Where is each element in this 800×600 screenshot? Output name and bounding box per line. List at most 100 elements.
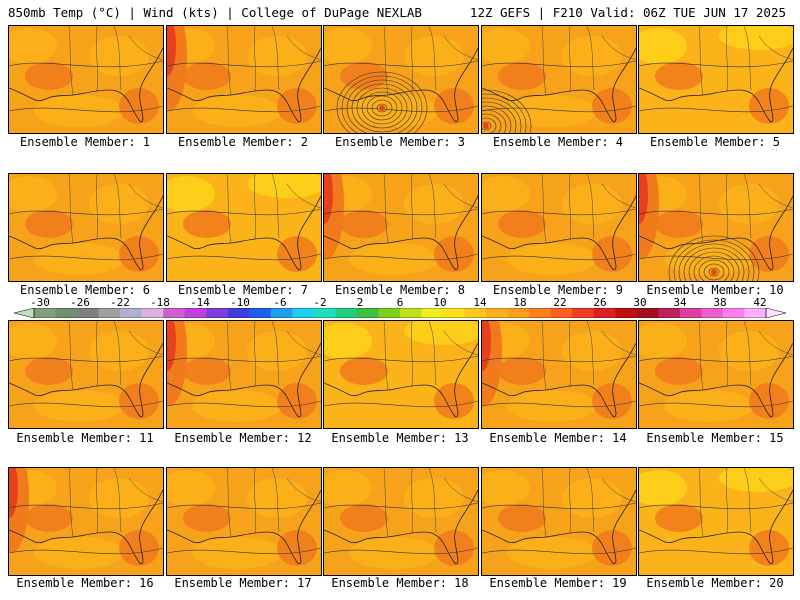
ensemble-member-label: Ensemble Member: 7 bbox=[177, 283, 309, 297]
colorbar-swatch bbox=[98, 308, 121, 318]
ensemble-map-panel bbox=[323, 467, 479, 576]
colorbar-tick-label: -22 bbox=[110, 296, 130, 309]
temperature-map bbox=[324, 174, 478, 281]
colorbar-tick-label: -30 bbox=[30, 296, 50, 309]
colorbar-tick-label: 42 bbox=[753, 296, 767, 309]
ensemble-member-label: Ensemble Member: 4 bbox=[492, 135, 624, 149]
colorbar-swatch bbox=[335, 308, 358, 318]
colorbar-swatch bbox=[443, 308, 466, 318]
temperature-map bbox=[167, 321, 321, 428]
temperature-map bbox=[9, 468, 163, 575]
temperature-map bbox=[324, 468, 478, 575]
temperature-map bbox=[639, 468, 793, 575]
ensemble-map-panel bbox=[8, 320, 164, 429]
colorbar-swatch bbox=[34, 308, 57, 318]
ensemble-member-label: Ensemble Member: 3 bbox=[334, 135, 466, 149]
colorbar-right-arrow bbox=[765, 308, 786, 318]
temperature-map bbox=[482, 174, 636, 281]
ensemble-map-panel bbox=[638, 25, 794, 134]
colorbar-tick-label: -10 bbox=[230, 296, 250, 309]
colorbar-swatch bbox=[486, 308, 509, 318]
temperature-colorbar bbox=[14, 308, 786, 318]
ensemble-map-panel bbox=[323, 173, 479, 282]
colorbar-swatch bbox=[464, 308, 487, 318]
temperature-map bbox=[639, 321, 793, 428]
colorbar-tick-label: 2 bbox=[356, 296, 364, 309]
colorbar-swatch bbox=[744, 308, 767, 318]
colorbar-tick-label: 38 bbox=[713, 296, 727, 309]
temperature-map bbox=[9, 26, 163, 133]
temperature-map bbox=[639, 26, 793, 133]
colorbar-swatch bbox=[636, 308, 659, 318]
ensemble-map-panel bbox=[481, 467, 637, 576]
colorbar-tick-label: 18 bbox=[513, 296, 527, 309]
ensemble-member-label: Ensemble Member: 19 bbox=[489, 576, 627, 590]
ensemble-map-panel bbox=[166, 25, 322, 134]
colorbar-swatch bbox=[55, 308, 78, 318]
colorbar-swatch bbox=[529, 308, 552, 318]
colorbar-swatch bbox=[593, 308, 616, 318]
ensemble-member-label: Ensemble Member: 6 bbox=[19, 283, 151, 297]
valid-time: 12Z GEFS | F210 Valid: 06Z TUE JUN 17 20… bbox=[469, 5, 786, 20]
ensemble-map-panel bbox=[481, 320, 637, 429]
temperature-map bbox=[167, 174, 321, 281]
colorbar-tick-label: -18 bbox=[150, 296, 170, 309]
ensemble-map-panel bbox=[638, 320, 794, 429]
temperature-map bbox=[9, 321, 163, 428]
ensemble-member-label: Ensemble Member: 13 bbox=[331, 431, 469, 445]
colorbar-swatch bbox=[141, 308, 164, 318]
colorbar-tick-label: 10 bbox=[433, 296, 447, 309]
colorbar-swatch bbox=[722, 308, 745, 318]
temperature-map bbox=[167, 26, 321, 133]
ensemble-map-panel bbox=[481, 25, 637, 134]
colorbar-swatch bbox=[679, 308, 702, 318]
colorbar-tick-label: 34 bbox=[673, 296, 687, 309]
colorbar-swatch bbox=[206, 308, 229, 318]
ensemble-map-panel bbox=[8, 173, 164, 282]
colorbar-swatch bbox=[658, 308, 681, 318]
colorbar-swatch bbox=[163, 308, 186, 318]
colorbar-swatch bbox=[120, 308, 143, 318]
ensemble-member-label: Ensemble Member: 18 bbox=[331, 576, 469, 590]
colorbar-swatch bbox=[550, 308, 573, 318]
temperature-map bbox=[324, 321, 478, 428]
ensemble-member-label: Ensemble Member: 1 bbox=[19, 135, 151, 149]
ensemble-map-panel bbox=[323, 320, 479, 429]
ensemble-member-label: Ensemble Member: 9 bbox=[492, 283, 624, 297]
ensemble-member-label: Ensemble Member: 20 bbox=[646, 576, 784, 590]
colorbar-swatch bbox=[701, 308, 724, 318]
ensemble-map-panel bbox=[323, 25, 479, 134]
temperature-map bbox=[482, 468, 636, 575]
colorbar-tick-label: -6 bbox=[273, 296, 287, 309]
colorbar-swatch bbox=[400, 308, 423, 318]
ensemble-map-panel bbox=[481, 173, 637, 282]
ensemble-map-panel bbox=[8, 25, 164, 134]
ensemble-member-label: Ensemble Member: 12 bbox=[174, 431, 312, 445]
ensemble-member-label: Ensemble Member: 5 bbox=[649, 135, 781, 149]
colorbar-swatch bbox=[421, 308, 444, 318]
colorbar-tick-label: 22 bbox=[553, 296, 567, 309]
ensemble-member-label: Ensemble Member: 17 bbox=[174, 576, 312, 590]
ensemble-map-panel bbox=[166, 320, 322, 429]
temperature-map bbox=[482, 321, 636, 428]
colorbar-tick-label: -26 bbox=[70, 296, 90, 309]
colorbar-swatch bbox=[313, 308, 336, 318]
colorbar-tick-label: -14 bbox=[190, 296, 210, 309]
ensemble-member-label: Ensemble Member: 2 bbox=[177, 135, 309, 149]
ensemble-member-label: Ensemble Member: 16 bbox=[16, 576, 154, 590]
colorbar-left-arrow bbox=[14, 308, 35, 318]
colorbar-tick-label: 6 bbox=[396, 296, 404, 309]
ensemble-map-panel bbox=[8, 467, 164, 576]
colorbar-swatch bbox=[615, 308, 638, 318]
colorbar-swatch bbox=[292, 308, 315, 318]
ensemble-map-panel bbox=[638, 173, 794, 282]
colorbar-swatch bbox=[507, 308, 530, 318]
colorbar-swatch bbox=[184, 308, 207, 318]
ensemble-member-label: Ensemble Member: 14 bbox=[489, 431, 627, 445]
ensemble-map-panel bbox=[166, 173, 322, 282]
colorbar-swatch bbox=[356, 308, 379, 318]
colorbar-tick-label: -2 bbox=[313, 296, 327, 309]
colorbar-tick-label: 14 bbox=[473, 296, 487, 309]
ensemble-map-panel bbox=[638, 467, 794, 576]
ensemble-member-label: Ensemble Member: 15 bbox=[646, 431, 784, 445]
